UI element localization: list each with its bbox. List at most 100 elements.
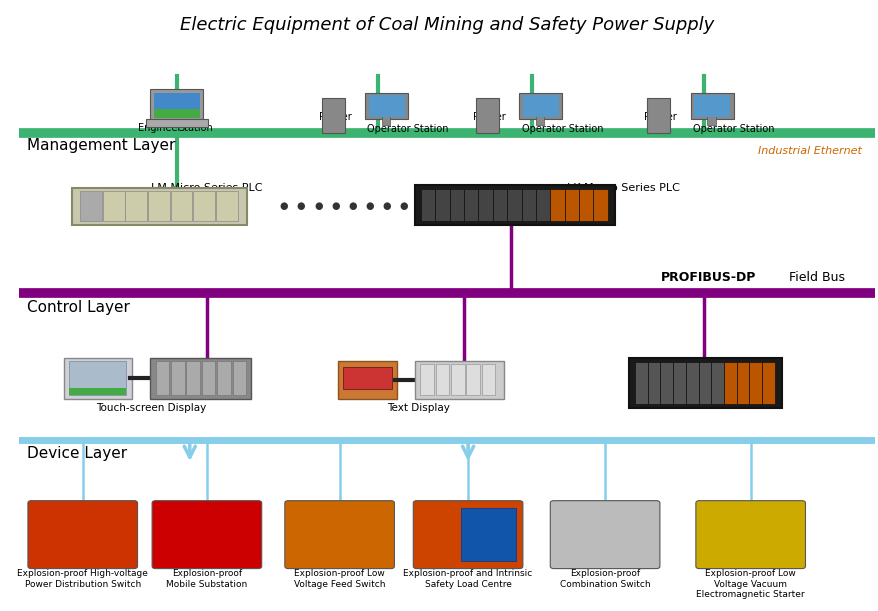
- FancyBboxPatch shape: [464, 189, 478, 221]
- FancyBboxPatch shape: [761, 362, 774, 404]
- FancyBboxPatch shape: [420, 364, 434, 395]
- FancyBboxPatch shape: [369, 95, 404, 117]
- FancyBboxPatch shape: [69, 388, 126, 395]
- FancyBboxPatch shape: [694, 95, 730, 117]
- FancyBboxPatch shape: [521, 189, 536, 221]
- FancyBboxPatch shape: [695, 500, 804, 569]
- FancyBboxPatch shape: [284, 500, 394, 569]
- FancyBboxPatch shape: [522, 95, 558, 117]
- FancyBboxPatch shape: [450, 189, 464, 221]
- Text: Explosion-proof and Intrinsic
Safety Load Centre: Explosion-proof and Intrinsic Safety Loa…: [403, 569, 532, 588]
- FancyBboxPatch shape: [126, 191, 147, 221]
- FancyBboxPatch shape: [507, 189, 521, 221]
- FancyBboxPatch shape: [685, 362, 698, 404]
- Text: Engineer: Engineer: [138, 123, 182, 133]
- FancyBboxPatch shape: [202, 361, 215, 395]
- FancyBboxPatch shape: [69, 361, 126, 395]
- Text: Touch-screen Display: Touch-screen Display: [96, 403, 205, 413]
- Text: Control Layer: Control Layer: [27, 300, 130, 315]
- FancyBboxPatch shape: [736, 362, 748, 404]
- FancyBboxPatch shape: [28, 500, 137, 569]
- Text: Field Bus: Field Bus: [784, 271, 844, 284]
- FancyBboxPatch shape: [365, 92, 407, 119]
- Text: ●: ●: [348, 201, 356, 211]
- FancyBboxPatch shape: [450, 364, 464, 395]
- FancyBboxPatch shape: [72, 188, 247, 225]
- Text: Operator Station: Operator Station: [367, 125, 449, 134]
- Text: Text Display: Text Display: [386, 403, 449, 413]
- FancyBboxPatch shape: [435, 189, 450, 221]
- FancyBboxPatch shape: [593, 189, 607, 221]
- Text: PROFIBUS-DP: PROFIBUS-DP: [660, 271, 755, 284]
- FancyBboxPatch shape: [64, 357, 132, 399]
- FancyBboxPatch shape: [646, 98, 669, 133]
- Text: Operator Station: Operator Station: [692, 125, 774, 134]
- FancyBboxPatch shape: [193, 191, 215, 221]
- FancyBboxPatch shape: [629, 357, 781, 408]
- FancyBboxPatch shape: [478, 189, 493, 221]
- Text: Printer: Printer: [319, 112, 351, 122]
- FancyBboxPatch shape: [710, 362, 723, 404]
- Text: Printer: Printer: [644, 112, 676, 122]
- Text: ●: ●: [365, 201, 373, 211]
- FancyBboxPatch shape: [80, 191, 102, 221]
- Text: Explosion-proof
Mobile Substation: Explosion-proof Mobile Substation: [166, 569, 248, 588]
- FancyBboxPatch shape: [535, 115, 543, 125]
- Text: LK Macro Series PLC: LK Macro Series PLC: [566, 183, 679, 192]
- FancyBboxPatch shape: [148, 191, 169, 221]
- FancyBboxPatch shape: [155, 361, 169, 395]
- Text: ●: ●: [382, 201, 391, 211]
- FancyBboxPatch shape: [146, 119, 207, 127]
- FancyBboxPatch shape: [414, 185, 615, 225]
- FancyBboxPatch shape: [461, 508, 515, 562]
- FancyBboxPatch shape: [481, 364, 495, 395]
- FancyBboxPatch shape: [466, 364, 479, 395]
- Text: ●: ●: [331, 201, 339, 211]
- FancyBboxPatch shape: [550, 500, 659, 569]
- FancyBboxPatch shape: [519, 92, 562, 119]
- FancyBboxPatch shape: [550, 189, 564, 221]
- Text: Explosion-proof
Combination Switch: Explosion-proof Combination Switch: [559, 569, 650, 588]
- FancyBboxPatch shape: [170, 361, 184, 395]
- FancyBboxPatch shape: [698, 362, 710, 404]
- Text: ●: ●: [297, 201, 305, 211]
- Text: Explosion-proof Low
Voltage Vacuum
Electromagnetic Starter: Explosion-proof Low Voltage Vacuum Elect…: [695, 569, 804, 599]
- Text: Electric Equipment of Coal Mining and Safety Power Supply: Electric Equipment of Coal Mining and Sa…: [179, 16, 713, 34]
- FancyBboxPatch shape: [170, 191, 192, 221]
- FancyBboxPatch shape: [413, 500, 522, 569]
- FancyBboxPatch shape: [673, 362, 685, 404]
- Text: Management Layer: Management Layer: [27, 138, 176, 153]
- Text: ●: ●: [399, 201, 407, 211]
- FancyBboxPatch shape: [723, 362, 736, 404]
- FancyBboxPatch shape: [435, 364, 449, 395]
- FancyBboxPatch shape: [337, 360, 397, 399]
- FancyBboxPatch shape: [381, 115, 390, 125]
- Text: Explosion-proof Low
Voltage Feed Switch: Explosion-proof Low Voltage Feed Switch: [293, 569, 385, 588]
- FancyBboxPatch shape: [634, 362, 647, 404]
- FancyBboxPatch shape: [154, 92, 200, 118]
- FancyBboxPatch shape: [748, 362, 761, 404]
- Text: ●: ●: [279, 201, 288, 211]
- FancyBboxPatch shape: [414, 360, 503, 399]
- FancyBboxPatch shape: [342, 367, 392, 389]
- FancyBboxPatch shape: [706, 115, 715, 125]
- FancyBboxPatch shape: [149, 357, 251, 399]
- FancyBboxPatch shape: [103, 191, 125, 221]
- FancyBboxPatch shape: [321, 98, 344, 133]
- FancyBboxPatch shape: [493, 189, 507, 221]
- FancyBboxPatch shape: [536, 189, 550, 221]
- FancyBboxPatch shape: [216, 191, 237, 221]
- FancyBboxPatch shape: [186, 361, 200, 395]
- FancyBboxPatch shape: [217, 361, 231, 395]
- Text: Printer: Printer: [472, 112, 505, 122]
- FancyBboxPatch shape: [154, 109, 200, 118]
- FancyBboxPatch shape: [421, 189, 435, 221]
- Text: Device Layer: Device Layer: [27, 446, 127, 461]
- FancyBboxPatch shape: [690, 92, 733, 119]
- Text: LM Micro Series PLC: LM Micro Series PLC: [151, 183, 263, 192]
- Text: Explosion-proof High-voltage
Power Distribution Switch: Explosion-proof High-voltage Power Distr…: [18, 569, 148, 588]
- FancyBboxPatch shape: [152, 500, 262, 569]
- FancyBboxPatch shape: [564, 189, 579, 221]
- FancyBboxPatch shape: [659, 362, 673, 404]
- FancyBboxPatch shape: [579, 189, 593, 221]
